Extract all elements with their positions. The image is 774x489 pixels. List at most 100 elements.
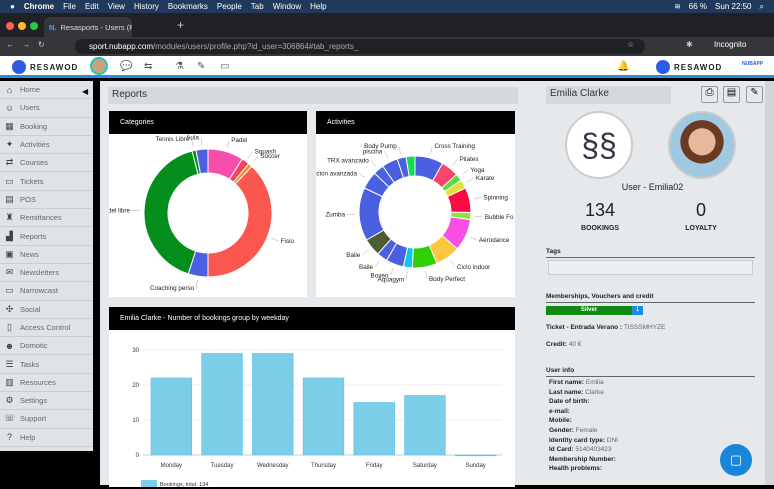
sidebar-item-support[interactable]: ☏Support: [0, 410, 93, 428]
slice-label: Zumba: [325, 212, 345, 219]
menu-edit[interactable]: Edit: [85, 2, 99, 11]
activity-icon: ✦: [4, 139, 15, 150]
resawod-logo[interactable]: RESAWOD: [12, 60, 78, 74]
bar[interactable]: [151, 378, 192, 455]
user-info-field: First name: Emilia: [549, 379, 604, 386]
sidebar-item-activities[interactable]: ✦Activities: [0, 136, 93, 154]
sidebar-item-settings[interactable]: ⚙Settings: [0, 392, 93, 410]
menu-file[interactable]: File: [63, 2, 76, 11]
scrollbar[interactable]: [765, 81, 774, 485]
slice-label: Body Perfect: [429, 276, 465, 283]
bar[interactable]: [354, 403, 395, 456]
bar[interactable]: [202, 354, 243, 456]
profile-name: Emilia Clarke: [546, 86, 671, 104]
menu-bookmarks[interactable]: Bookmarks: [168, 2, 208, 11]
sidebar-item-newsletters[interactable]: ✉Newsletters: [0, 264, 93, 282]
slice-label: Boxeo: [371, 272, 389, 279]
sidebar-item-booking[interactable]: ▦Booking: [0, 118, 93, 136]
sidebar-item-narrowcast[interactable]: ▭Narrowcast: [0, 282, 93, 300]
gear-icon: ⚙: [4, 395, 15, 406]
slice-label: Bubble Fo: [485, 214, 514, 221]
credit-label: Credit:: [546, 341, 567, 348]
sidebar-item-tickets[interactable]: ▭Tickets: [0, 172, 93, 190]
sidebar-item-pos[interactable]: ▤POS: [0, 191, 93, 209]
url-input[interactable]: sport.nubapp.com/modules/users/profile.p…: [75, 39, 645, 54]
sidebar-item-home[interactable]: ⌂Home: [0, 81, 93, 99]
label-leader: [450, 261, 455, 267]
menu-help[interactable]: Help: [310, 2, 326, 11]
list-icon: ☰: [4, 359, 15, 370]
x-tick-label: Monday: [161, 463, 182, 469]
minimize-window-button[interactable]: [18, 22, 26, 30]
menu-history[interactable]: History: [134, 2, 159, 11]
bell-icon[interactable]: 🔔: [617, 61, 629, 72]
sidebar-item-label: Reports: [20, 232, 46, 241]
apple-icon[interactable]: ●: [10, 2, 15, 11]
incognito-profile[interactable]: Incognito: [714, 40, 746, 49]
maximize-window-button[interactable]: [30, 22, 38, 30]
card-title: Categories: [109, 111, 307, 134]
chat-icon[interactable]: 💬: [120, 61, 132, 72]
field-label: Mobile:: [549, 417, 572, 424]
edit-button[interactable]: ✎: [746, 86, 763, 103]
sidebar-item-social[interactable]: ✣Social: [0, 301, 93, 319]
close-window-button[interactable]: [6, 22, 14, 30]
sidebar-item-access-control[interactable]: ▯Access Control: [0, 319, 93, 337]
flask-icon[interactable]: ⚗: [175, 61, 184, 72]
extensions-icon[interactable]: ✱: [686, 40, 693, 49]
donut-slice[interactable]: [144, 151, 198, 274]
sidebar-item-tasks[interactable]: ☰ Tasks: [0, 355, 93, 373]
home-icon: ⌂: [4, 85, 15, 95]
label-leader: [375, 261, 380, 267]
membership-badge[interactable]: Silver: [546, 306, 632, 315]
bar[interactable]: [303, 378, 344, 455]
clock[interactable]: Sun 22:50: [715, 2, 751, 12]
sidebar-item-domotic[interactable]: ☻Domotic: [0, 337, 93, 355]
resawod-logo-icon: [656, 60, 670, 74]
sidebar-item-remittances[interactable]: ♜Remittances: [0, 209, 93, 227]
forward-icon[interactable]: →: [22, 40, 30, 49]
sidebar-item-news[interactable]: ▣News: [0, 246, 93, 264]
x-tick-label: Saturday: [413, 463, 437, 469]
tags-input[interactable]: [548, 260, 753, 275]
user-photo[interactable]: [668, 111, 736, 179]
label-leader: [474, 197, 482, 199]
switch-icon[interactable]: ⇆: [144, 61, 152, 72]
back-icon[interactable]: ←: [6, 40, 14, 49]
sidebar-item-users[interactable]: ☺Users: [0, 99, 93, 117]
pencil-icon[interactable]: ✎: [197, 61, 205, 72]
menu-tab[interactable]: Tab: [251, 2, 264, 11]
bar[interactable]: [252, 354, 293, 456]
menu-view[interactable]: View: [108, 2, 125, 11]
sidebar-item-label: Tasks: [20, 360, 39, 369]
label-leader: [227, 140, 229, 148]
donut-slice[interactable]: [208, 166, 272, 277]
avatar[interactable]: [90, 57, 108, 75]
sidebar-item-reports[interactable]: ▟Reports: [0, 227, 93, 245]
print-button[interactable]: ⎙: [701, 86, 718, 103]
search-icon[interactable]: ⌕: [760, 2, 764, 12]
laptop-icon[interactable]: ▭: [220, 61, 229, 72]
browser-tab[interactable]: N.Resasports - Users (Resasport✕: [44, 17, 132, 37]
menu-window[interactable]: Window: [273, 2, 301, 11]
pos-button[interactable]: ▤: [723, 86, 740, 103]
bar[interactable]: [405, 396, 446, 456]
chat-widget-button[interactable]: ▢: [720, 444, 752, 476]
collapse-sidebar-icon[interactable]: ◀: [82, 87, 88, 96]
sidebar-item-resources[interactable]: ▥Resources: [0, 374, 93, 392]
field-label: Identity card type:: [549, 437, 605, 444]
menu-app[interactable]: Chrome: [24, 2, 54, 11]
sidebar-item-courses[interactable]: ⇄Courses: [0, 154, 93, 172]
menu-people[interactable]: People: [217, 2, 242, 11]
field-value: Clarke: [585, 389, 604, 396]
courses-icon: ⇄: [4, 157, 15, 168]
bookmark-star-icon[interactable]: ☆: [627, 40, 634, 49]
reload-icon[interactable]: ↻: [38, 40, 45, 49]
new-tab-button[interactable]: +: [177, 18, 184, 32]
sidebar-item-help[interactable]: ?Help: [0, 429, 93, 447]
wifi-icon[interactable]: ≋: [674, 2, 681, 12]
battery-status[interactable]: 66 %: [689, 2, 707, 12]
bar[interactable]: [455, 455, 496, 456]
